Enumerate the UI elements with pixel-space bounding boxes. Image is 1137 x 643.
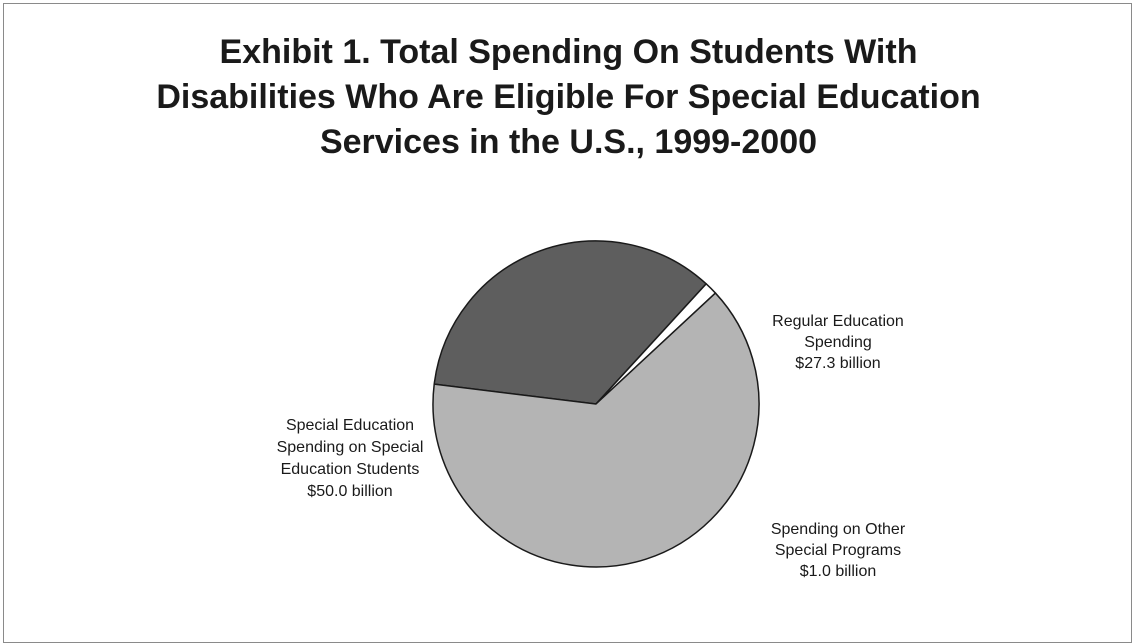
slice-label-2: Spending on Other Special Programs $1.0 bi… (771, 521, 906, 580)
slice-label-1-line-2: Spending (804, 334, 872, 351)
slice-label-2-line-1: Spending on Other (771, 521, 906, 538)
chart-title: Exhibit 1. Total Spending On Students Wi… (0, 30, 1137, 165)
pie-slice-1 (433, 240, 707, 405)
slice-label-3-line-3: Education Students (281, 461, 420, 478)
slice-label-2-line-3: $1.0 billion (800, 563, 877, 580)
chart-title-line-3: Services in the U.S., 1999-2000 (319, 123, 818, 161)
pie-slices (432, 240, 760, 568)
chart-title-line-1: Exhibit 1. Total Spending On Students Wi… (219, 33, 918, 71)
slice-label-1-line-3: $27.3 billion (795, 355, 880, 372)
slice-label-2-line-2: Special Programs (775, 542, 901, 559)
slice-label-3: Special Education Spending on Special Educ… (277, 417, 424, 500)
pie-slice-3 (432, 292, 760, 568)
slice-label-3-line-4: $50.0 billion (307, 483, 392, 500)
slice-label-3-line-2: Spending on Special (277, 439, 424, 456)
pie-labels: Regular Education Spending $27.3 billion Sp… (277, 313, 906, 580)
slice-label-3-line-1: Special Education (286, 417, 414, 434)
chart-title-line-2: Disabilities Who Are Eligible For Specia… (156, 78, 981, 116)
pie-chart: Regular Education Spending $27.3 billion Sp… (277, 240, 906, 580)
slice-label-1-line-1: Regular Education (772, 313, 904, 330)
slice-label-1: Regular Education Spending $27.3 billion (772, 313, 904, 372)
